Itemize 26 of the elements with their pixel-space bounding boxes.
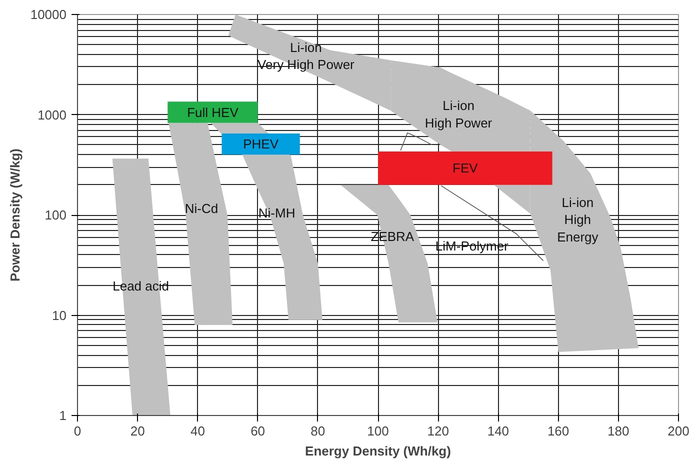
- series-label: Ni-MH: [258, 205, 296, 220]
- x-tick-label: 20: [130, 424, 145, 438]
- x-tick-label: 80: [310, 424, 326, 438]
- y-tick-label: 10000: [30, 7, 67, 22]
- series-label: PHEV: [243, 136, 279, 152]
- x-tick-label: 200: [668, 424, 690, 438]
- series-label: Ni-Cd: [184, 200, 218, 216]
- series-label: Li-ion High Energy: [557, 194, 599, 244]
- x-axis-title: Energy Density (Wh/kg): [305, 444, 451, 458]
- x-tick-label: 100: [367, 424, 389, 438]
- series-label: Li-ion High Power: [424, 98, 493, 130]
- series-label: FEV: [452, 160, 478, 176]
- y-tick-label: 100: [44, 208, 67, 222]
- x-tick-label: 140: [487, 424, 510, 438]
- series-label: Full HEV: [187, 104, 239, 120]
- y-tick-label: 1000: [38, 107, 66, 122]
- y-axis-title: Power Density (W/kg): [7, 148, 22, 282]
- x-tick-label: 60: [250, 424, 266, 438]
- x-tick-label: 120: [427, 424, 449, 438]
- x-tick-label: 180: [608, 424, 630, 438]
- y-tick-label: 10: [52, 308, 67, 323]
- x-tick-label: 40: [190, 424, 205, 438]
- series-label: Lead acid: [112, 278, 170, 294]
- x-tick-label: 0: [74, 424, 82, 438]
- y-tick-label: 1: [59, 408, 67, 423]
- x-tick-label: 160: [547, 424, 570, 438]
